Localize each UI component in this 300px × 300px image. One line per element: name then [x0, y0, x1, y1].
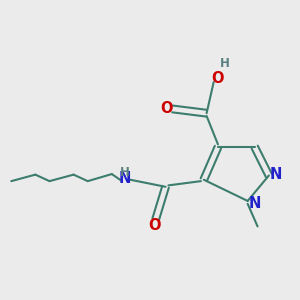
Text: N: N — [248, 196, 261, 211]
Text: O: O — [160, 101, 173, 116]
Text: N: N — [118, 171, 131, 186]
Text: H: H — [220, 57, 230, 70]
Text: O: O — [212, 71, 224, 86]
Text: H: H — [120, 166, 130, 179]
Text: O: O — [148, 218, 161, 233]
Text: N: N — [270, 167, 282, 182]
